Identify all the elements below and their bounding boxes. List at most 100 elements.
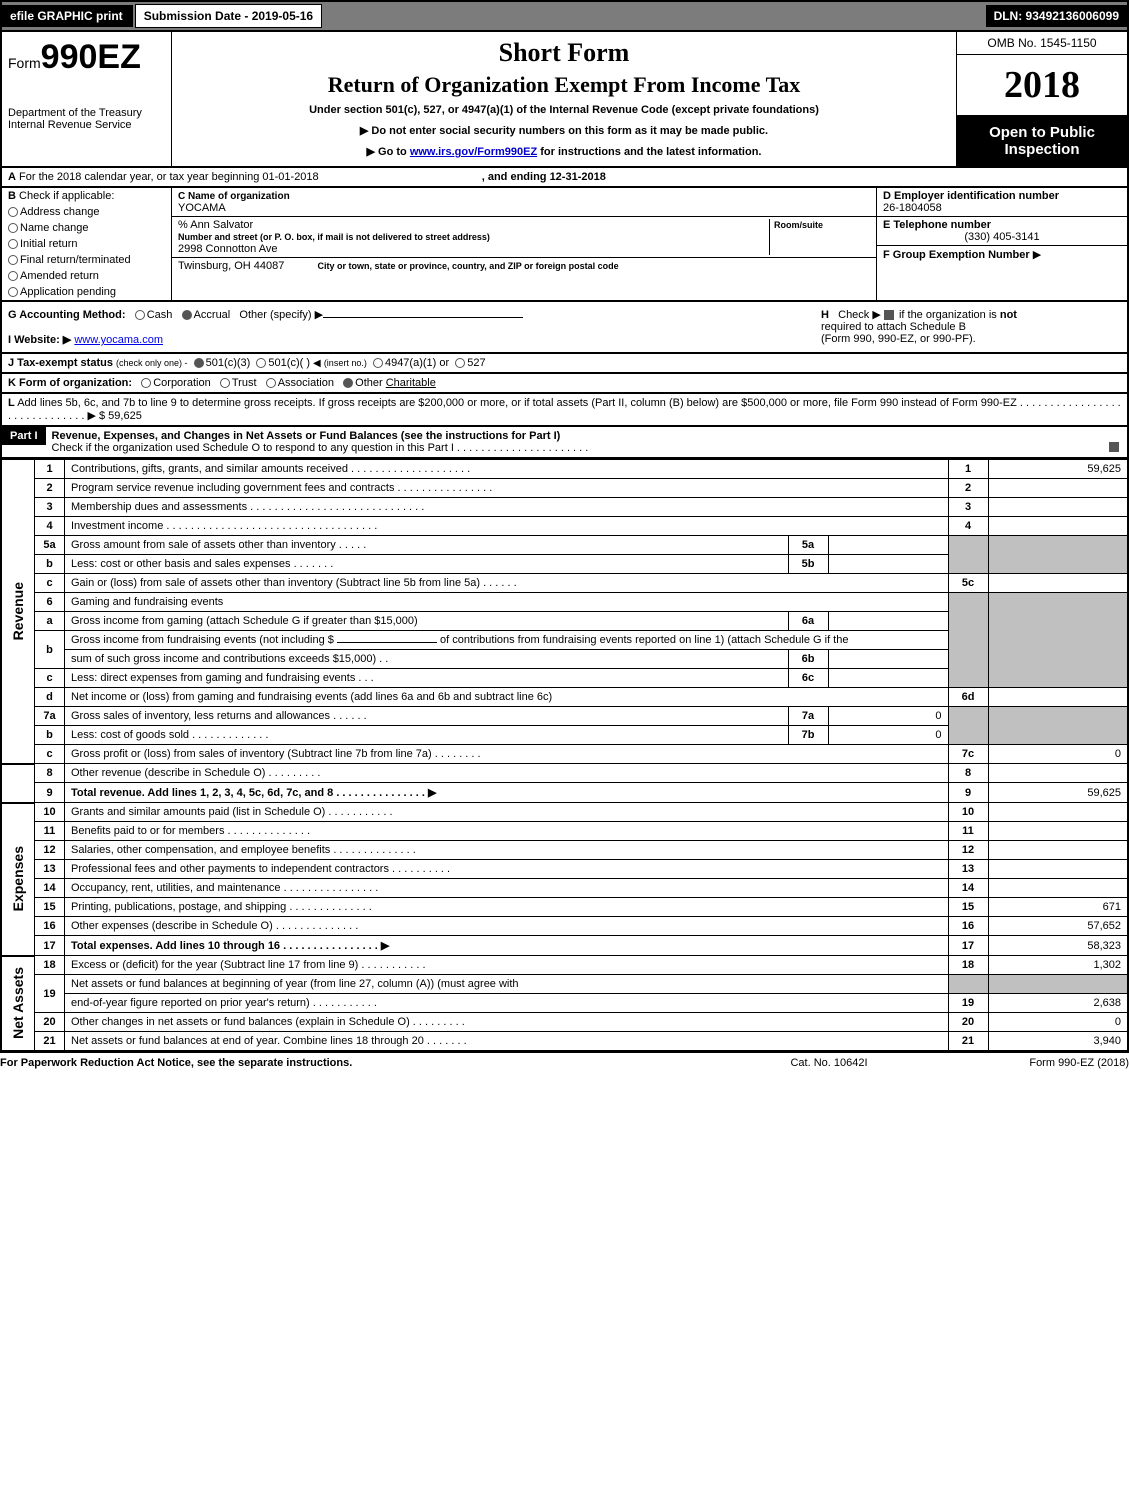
- k-assoc-label: Association: [278, 377, 334, 389]
- line-num: 15: [35, 898, 65, 917]
- check-if-label: Check if applicable:: [19, 190, 114, 202]
- h-checkbox[interactable]: [884, 310, 894, 320]
- k-assoc-radio[interactable]: [266, 378, 276, 388]
- j-label: J Tax-exempt status: [8, 357, 113, 369]
- shaded-cell: [948, 975, 988, 994]
- j-501c-radio[interactable]: [256, 358, 266, 368]
- col-d-e-f: D Employer identification number 26-1804…: [877, 188, 1127, 300]
- line-num: 8: [35, 764, 65, 783]
- sub-ref: 6c: [788, 669, 828, 688]
- line-ref: 9: [948, 783, 988, 803]
- sub-amount: [828, 536, 948, 555]
- accrual-radio[interactable]: [182, 310, 192, 320]
- room-label: Room/suite: [774, 220, 823, 230]
- l-text: Add lines 5b, 6c, and 7b to line 9 to de…: [8, 397, 1121, 422]
- irs-link[interactable]: www.irs.gov/Form990EZ: [410, 146, 537, 158]
- efile-print-button[interactable]: efile GRAPHIC print: [2, 5, 133, 27]
- line-amount: [988, 822, 1128, 841]
- accounting-method-label: G Accounting Method:: [8, 309, 126, 321]
- line-amount: 0: [988, 1013, 1128, 1032]
- line-ref: 20: [948, 1013, 988, 1032]
- part-i-check-text: Check if the organization used Schedule …: [52, 442, 589, 454]
- footer-form-ref: Form 990-EZ (2018): [1029, 1057, 1129, 1069]
- instr2-post: for instructions and the latest informat…: [537, 146, 761, 158]
- cash-radio[interactable]: [135, 310, 145, 320]
- k-other-radio[interactable]: [343, 378, 353, 388]
- line-amount: 58,323: [988, 936, 1128, 956]
- l-amount: $ 59,625: [99, 410, 142, 422]
- part-i-badge: Part I: [2, 427, 46, 445]
- table-row: 17 Total expenses. Add lines 10 through …: [1, 936, 1128, 956]
- addr-change-radio[interactable]: [8, 207, 18, 217]
- cash-label: Cash: [147, 309, 173, 321]
- name-change-radio[interactable]: [8, 223, 18, 233]
- line-desc: Program service revenue including govern…: [65, 479, 949, 498]
- line-ref: 11: [948, 822, 988, 841]
- amended-return-radio[interactable]: [8, 271, 18, 281]
- table-row: c Gross profit or (loss) from sales of i…: [1, 745, 1128, 764]
- j-501c3-radio[interactable]: [194, 358, 204, 368]
- table-row: c Gain or (loss) from sale of assets oth…: [1, 574, 1128, 593]
- line-desc: Investment income . . . . . . . . . . . …: [65, 517, 949, 536]
- line-num: 7a: [35, 707, 65, 726]
- h-label: H: [821, 309, 829, 321]
- footer: For Paperwork Reduction Act Notice, see …: [0, 1052, 1129, 1073]
- j-4947-radio[interactable]: [373, 358, 383, 368]
- line-desc: end-of-year figure reported on prior yea…: [65, 994, 949, 1013]
- l6b-input[interactable]: [337, 642, 437, 643]
- line-desc: Gross amount from sale of assets other t…: [65, 536, 789, 555]
- org-name-label: C Name of organization: [178, 191, 290, 202]
- sub-ref: 5a: [788, 536, 828, 555]
- j-note: (check only one) -: [116, 358, 188, 368]
- j-501c3-label: 501(c)(3): [206, 357, 251, 369]
- line-ref: 18: [948, 956, 988, 975]
- part-i-title: Revenue, Expenses, and Changes in Net As…: [52, 430, 561, 442]
- line-amount: 1,302: [988, 956, 1128, 975]
- shaded-cell: [988, 593, 1128, 688]
- line-num: 10: [35, 803, 65, 822]
- pending-radio[interactable]: [8, 287, 18, 297]
- row-l: L Add lines 5b, 6c, and 7b to line 9 to …: [0, 394, 1129, 427]
- h-text3: (Form 990, 990-EZ, or 990-PF).: [821, 333, 976, 345]
- line-desc: Gross income from gaming (attach Schedul…: [65, 612, 789, 631]
- initial-return-radio[interactable]: [8, 239, 18, 249]
- part-i-checkbox[interactable]: [1109, 442, 1119, 452]
- line-desc: Net assets or fund balances at beginning…: [65, 975, 949, 994]
- header-right: OMB No. 1545-1150 2018 Open to Public In…: [957, 32, 1127, 166]
- line-desc: sum of such gross income and contributio…: [65, 650, 789, 669]
- sub-ref: 6b: [788, 650, 828, 669]
- line-desc: Occupancy, rent, utilities, and maintena…: [65, 879, 949, 898]
- line-desc: Other expenses (describe in Schedule O) …: [65, 917, 949, 936]
- line-desc: Salaries, other compensation, and employ…: [65, 841, 949, 860]
- j-4947-label: 4947(a)(1) or: [385, 357, 449, 369]
- table-row: Net Assets 18 Excess or (deficit) for th…: [1, 956, 1128, 975]
- group-exemption-label: F Group Exemption Number: [883, 249, 1030, 261]
- line-num: 21: [35, 1032, 65, 1052]
- short-form-title: Short Form: [178, 38, 950, 68]
- k-trust-radio[interactable]: [220, 378, 230, 388]
- other-specify-input[interactable]: [323, 317, 523, 318]
- return-title: Return of Organization Exempt From Incom…: [178, 72, 950, 98]
- k-other-label: Other: [355, 377, 383, 389]
- line-num: 6: [35, 593, 65, 612]
- revenue-side-end: [1, 764, 35, 803]
- l6b-d1: Gross income from fundraising events (no…: [71, 634, 337, 646]
- k-label: K Form of organization:: [8, 377, 132, 389]
- line-amount: 671: [988, 898, 1128, 917]
- line-num: 4: [35, 517, 65, 536]
- line-num: 13: [35, 860, 65, 879]
- subtitle: Under section 501(c), 527, or 4947(a)(1)…: [178, 104, 950, 116]
- phone-row: E Telephone number (330) 405-3141: [877, 217, 1127, 246]
- final-return-radio[interactable]: [8, 255, 18, 265]
- final-label: Final return/terminated: [20, 254, 131, 266]
- tax-year: 2018: [957, 55, 1127, 116]
- website-link[interactable]: www.yocama.com: [74, 334, 163, 346]
- j-527-radio[interactable]: [455, 358, 465, 368]
- shaded-cell: [988, 707, 1128, 745]
- other-specify-label: Other (specify) ▶: [239, 309, 323, 321]
- instr2-pre: ▶ Go to: [367, 146, 410, 158]
- footer-catalog: Cat. No. 10642I: [729, 1057, 929, 1069]
- k-corp-radio[interactable]: [141, 378, 151, 388]
- line-desc: Professional fees and other payments to …: [65, 860, 949, 879]
- line-num: b: [35, 555, 65, 574]
